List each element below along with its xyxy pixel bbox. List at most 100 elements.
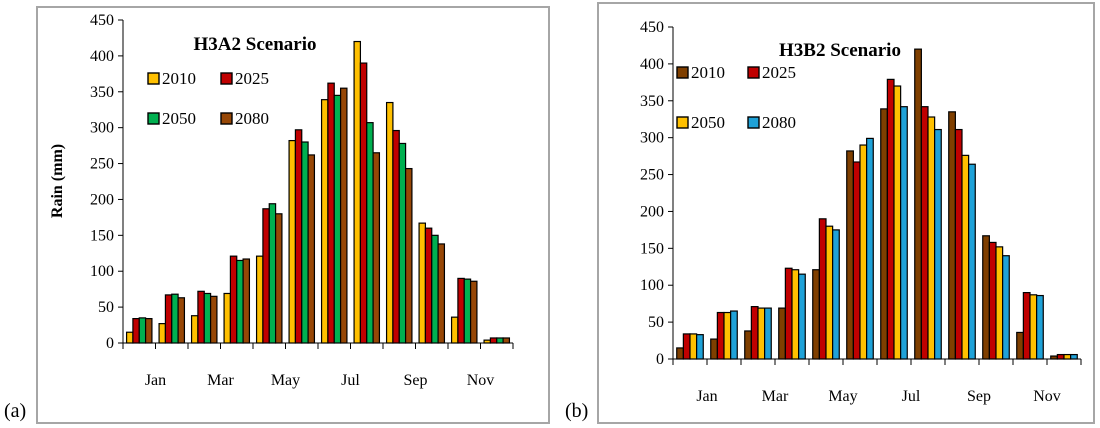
chart-a-bar-2080-mar xyxy=(209,295,218,344)
chart-b-bar-2050-feb xyxy=(723,311,732,360)
chart-b-bar-2050-dec xyxy=(1063,353,1072,360)
chart-b-legend-swatch-2025 xyxy=(747,66,760,79)
chart-a-y-tick-label-400: 400 xyxy=(90,48,114,65)
chart-a-bar-2010-may xyxy=(255,255,264,344)
chart-b-x-tick-label-may: May xyxy=(828,388,857,405)
chart-a-bar-2050-oct xyxy=(431,234,439,344)
chart-a-legend-swatch-2050 xyxy=(147,112,160,125)
chart-a-legend-swatch-2080 xyxy=(220,112,233,125)
chart-b-bar-2010-aug xyxy=(914,48,922,360)
chart-b-bar-2050-mar xyxy=(757,307,766,360)
chart-a-legend-label-2050: 2050 xyxy=(162,109,196,128)
chart-a-bar-2010-aug xyxy=(353,40,362,344)
chart-a-y-tick-label-100: 100 xyxy=(90,263,114,280)
chart-a-bar-2025-dec xyxy=(489,337,498,344)
chart-b-legend-label-2050: 2050 xyxy=(691,113,725,132)
chart-b-bar-2010-jun xyxy=(846,150,854,360)
chart-a-bar-2080-jan xyxy=(144,318,153,344)
chart-a-bar-2050-jul xyxy=(333,94,342,344)
chart-b-bar-2080-oct xyxy=(1002,255,1010,360)
chart-b-x-tick-label-sep: Sep xyxy=(967,388,991,405)
chart-b-bar-2025-nov xyxy=(1022,292,1031,360)
chart-b-bar-2025-aug xyxy=(920,106,929,360)
chart-a-y-tick-label-150: 150 xyxy=(90,227,114,244)
chart-b-y-tick-label-50: 50 xyxy=(648,314,664,331)
chart-a-x-tick-label-jan: Jan xyxy=(145,372,166,389)
chart-b-bar-2080-jul xyxy=(900,106,908,360)
chart-b-bar-2010-oct xyxy=(982,235,990,360)
chart-a-bar-2010-sep xyxy=(385,101,394,344)
chart-a-bar-2080-jul xyxy=(339,87,348,344)
chart-b-legend-label-2080: 2080 xyxy=(762,113,796,132)
chart-a-bar-2080-jun xyxy=(307,154,316,344)
chart-a-legend-label-2025: 2025 xyxy=(235,69,269,88)
chart-a-bar-2025-feb xyxy=(164,294,173,344)
chart-b-y-tick-label-0: 0 xyxy=(656,351,664,368)
chart-a-x-tick-label-mar: Mar xyxy=(207,372,234,389)
chart-a-bar-2080-dec xyxy=(502,337,511,344)
chart-b-bar-2025-feb xyxy=(716,311,725,360)
chart-a-bar-2050-jan xyxy=(138,317,147,344)
chart-a-bar-2010-mar xyxy=(190,315,199,344)
chart-a-y-tick-label-50: 50 xyxy=(98,299,114,316)
chart-a-bar-2025-jul xyxy=(327,82,335,344)
chart-a-bar-2080-oct xyxy=(437,243,446,344)
chart-a-bar-2025-sep xyxy=(392,129,400,344)
chart-b-bar-2010-may xyxy=(812,269,820,360)
chart-b-y-tick-label-150: 150 xyxy=(640,240,664,257)
chart-b-bar-2080-feb xyxy=(730,310,738,360)
chart-a-bar-2010-jun xyxy=(288,139,297,344)
chart-a-y-tick-label-450: 450 xyxy=(90,12,114,29)
chart-b-bar-2025-mar xyxy=(750,306,759,360)
chart-b-bar-2080-dec xyxy=(1070,353,1078,360)
chart-a-bar-2025-apr xyxy=(229,255,238,344)
chart-a-bar-2050-apr xyxy=(236,259,244,344)
chart-a-bar-2025-aug xyxy=(359,62,368,344)
chart-a-bar-2010-feb xyxy=(158,323,167,344)
chart-b-bar-2010-apr xyxy=(778,307,786,360)
chart-b-bar-2025-jan xyxy=(682,333,691,360)
chart-a-bar-2050-may xyxy=(268,203,277,344)
chart-a-y-tick-label-250: 250 xyxy=(90,156,114,173)
chart-b-x-tick-label-mar: Mar xyxy=(762,388,789,405)
chart-a-legend-label-2010: 2010 xyxy=(162,69,196,88)
chart-b-title: H3B2 Scenario xyxy=(779,40,901,61)
chart-b-bar-2025-dec xyxy=(1056,353,1065,360)
chart-b-bar-2050-oct xyxy=(995,246,1004,360)
chart-a-y-tick-label-200: 200 xyxy=(90,191,114,208)
chart-a-y-tick-label-0: 0 xyxy=(106,335,114,352)
chart-b-legend-label-2010: 2010 xyxy=(691,63,725,82)
chart-a-bar-2025-nov xyxy=(457,277,465,344)
chart-b-bar-2080-apr xyxy=(798,273,806,360)
chart-b-bar-2025-jun xyxy=(852,161,861,360)
chart-a-bar-2050-nov xyxy=(463,278,472,344)
chart-a-bar-2080-apr xyxy=(242,258,251,344)
panel-label-b: (b) xyxy=(565,400,589,422)
chart-b-bar-2050-may xyxy=(825,225,834,360)
chart-b-y-tick-label-350: 350 xyxy=(640,93,664,110)
chart-b-bar-2080-nov xyxy=(1036,294,1044,360)
chart-b-x-tick-label-jul: Jul xyxy=(902,388,921,405)
chart-a-bar-2080-aug xyxy=(372,152,381,344)
chart-b-bar-2010-sep xyxy=(948,111,956,360)
chart-b-bar-2050-sep xyxy=(961,154,970,360)
chart-a-title: H3A2 Scenario xyxy=(194,34,317,55)
chart-b-x-tick-label-jan: Jan xyxy=(696,388,717,405)
chart-a-bar-2025-mar xyxy=(197,290,205,344)
chart-b-bar-2025-oct xyxy=(988,241,997,360)
chart-b-bar-2025-jul xyxy=(886,78,895,360)
chart-a-y-tick-label-300: 300 xyxy=(90,120,114,137)
chart-a-bar-2010-jan xyxy=(125,331,134,344)
chart-a-legend-swatch-2025 xyxy=(220,72,233,85)
chart-b-legend-label-2025: 2025 xyxy=(762,63,796,82)
chart-a-legend-label-2080: 2080 xyxy=(235,109,269,128)
chart-b-bar-2080-jun xyxy=(866,137,874,360)
chart-a-bar-2050-dec xyxy=(496,337,504,344)
chart-b-bar-2080-may xyxy=(832,229,840,360)
chart-a-bar-2010-nov xyxy=(450,316,459,344)
chart-b-bar-2050-apr xyxy=(791,269,800,360)
chart-b-y-tick-label-100: 100 xyxy=(640,277,664,294)
chart-b-bar-2025-sep xyxy=(954,128,963,360)
chart-a-bar-2025-jun xyxy=(294,129,303,344)
chart-b-y-tick-label-200: 200 xyxy=(640,203,664,220)
